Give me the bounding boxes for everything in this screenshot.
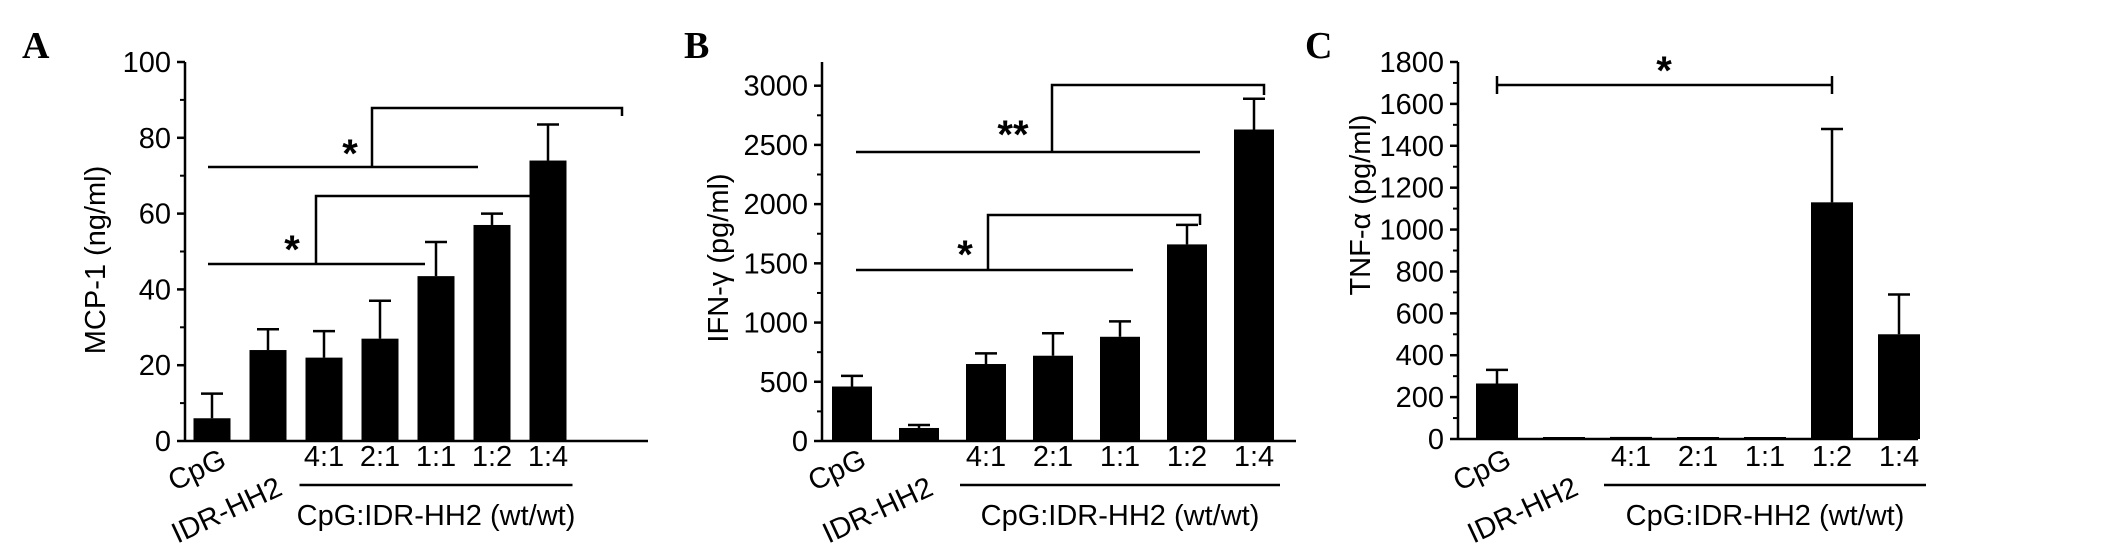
- y-tick-label: 1000: [743, 308, 808, 340]
- category-label: CpG: [163, 443, 231, 497]
- bar: [193, 418, 231, 441]
- y-ticks: 0 200 400 600 800 1000 1200 1400 1600 1800: [1379, 47, 1458, 456]
- category-label: 1:4: [1879, 441, 1919, 473]
- y-axis-label: TNF-α (pg/ml): [1345, 114, 1377, 295]
- y-tick-label: 500: [760, 367, 808, 399]
- y-tick-label: 3000: [743, 71, 808, 103]
- panel-letter-b: B: [684, 25, 709, 67]
- y-tick-label: 0: [155, 426, 171, 458]
- bar: [1878, 334, 1920, 439]
- category-label: 1:1: [1745, 441, 1785, 473]
- y-tick-label: 1600: [1379, 89, 1444, 121]
- y-tick-label: 40: [139, 274, 171, 306]
- y-tick-label: 1800: [1379, 47, 1444, 79]
- error-bars: [201, 123, 559, 419]
- y-axis-label: MCP-1 (ng/ml): [80, 166, 112, 355]
- category-label: CpG: [1448, 443, 1516, 497]
- category-label: 1:4: [528, 441, 568, 473]
- y-tick-label: 2500: [743, 130, 808, 162]
- panel-letter-a: A: [22, 25, 50, 67]
- panel-c: C TNF-α (pg/ml) 0 200 400 600 800 1000 1200 140…: [1305, 25, 1926, 550]
- category-label: 4:1: [304, 441, 344, 473]
- significance-bracket-upper: [208, 106, 624, 169]
- y-tick-label: 800: [1396, 256, 1444, 288]
- group-label: CpG:IDR-HH2 (wt/wt): [981, 500, 1260, 532]
- significance-star: *: [957, 233, 973, 277]
- y-tick-label: 0: [792, 426, 808, 458]
- y-tick-label: 80: [139, 123, 171, 155]
- error-bars: [1486, 127, 1910, 384]
- category-label: 1:1: [416, 441, 456, 473]
- bar: [249, 350, 287, 441]
- category-label: 2:1: [1678, 441, 1718, 473]
- y-ticks: 0 20 40 60 80 100: [123, 47, 185, 458]
- significance-star: *: [342, 132, 358, 176]
- group-label: CpG:IDR-HH2 (wt/wt): [297, 500, 576, 532]
- panel-b: B IFN-γ (pg/ml) 0 500 1000 1500 2000 2500 3000…: [684, 25, 1296, 550]
- bar: [1167, 244, 1207, 441]
- category-label: 1:1: [1100, 441, 1140, 473]
- y-tick-label: 1200: [1379, 173, 1444, 205]
- bar: [1033, 355, 1073, 441]
- bar: [361, 338, 399, 441]
- bar: [899, 427, 939, 441]
- bar: [1234, 129, 1274, 441]
- category-label: 1:4: [1234, 441, 1274, 473]
- category-label: 1:2: [1812, 441, 1852, 473]
- bar: [966, 364, 1006, 441]
- category-label: 2:1: [1033, 441, 1073, 473]
- y-tick-label: 0: [1428, 424, 1444, 456]
- group-label: CpG:IDR-HH2 (wt/wt): [1626, 500, 1905, 532]
- bar: [832, 386, 872, 441]
- y-tick-label: 20: [139, 350, 171, 382]
- category-label: 1:2: [472, 441, 512, 473]
- significance-star: *: [1656, 49, 1672, 93]
- y-axis-label: IFN-γ (pg/ml): [703, 173, 735, 342]
- category-label: 4:1: [966, 441, 1006, 473]
- category-label: CpG: [803, 443, 871, 497]
- error-bars: [841, 97, 1265, 428]
- bar: [529, 160, 567, 442]
- y-tick-label: 2000: [743, 189, 808, 221]
- bar: [305, 357, 343, 441]
- significance-bracket: [1495, 76, 1834, 94]
- bar: [1476, 383, 1518, 439]
- y-tick-label: 1500: [743, 248, 808, 280]
- significance-star: *: [284, 228, 300, 272]
- significance-bracket-lower: [856, 213, 1202, 272]
- bar: [417, 276, 455, 441]
- y-tick-label: 1000: [1379, 215, 1444, 247]
- significance-star: **: [997, 113, 1029, 157]
- y-ticks: 0 500 1000 1500 2000 2500 3000: [743, 71, 822, 458]
- category-label: 2:1: [360, 441, 400, 473]
- y-tick-label: 60: [139, 199, 171, 231]
- category-label: 1:2: [1167, 441, 1207, 473]
- y-tick-label: 400: [1396, 340, 1444, 372]
- bar: [1100, 336, 1140, 441]
- y-tick-label: 200: [1396, 382, 1444, 414]
- significance-bracket-lower: [208, 194, 557, 266]
- y-tick-label: 100: [123, 47, 171, 79]
- panel-letter-c: C: [1305, 25, 1332, 67]
- category-label: 4:1: [1611, 441, 1651, 473]
- significance-bracket-upper: [856, 83, 1266, 154]
- y-tick-label: 1400: [1379, 131, 1444, 163]
- bar: [473, 224, 511, 441]
- bar: [1811, 202, 1853, 439]
- bars: [1476, 202, 1920, 439]
- y-tick-label: 600: [1396, 298, 1444, 330]
- bars: [832, 129, 1274, 441]
- bars: [193, 160, 567, 442]
